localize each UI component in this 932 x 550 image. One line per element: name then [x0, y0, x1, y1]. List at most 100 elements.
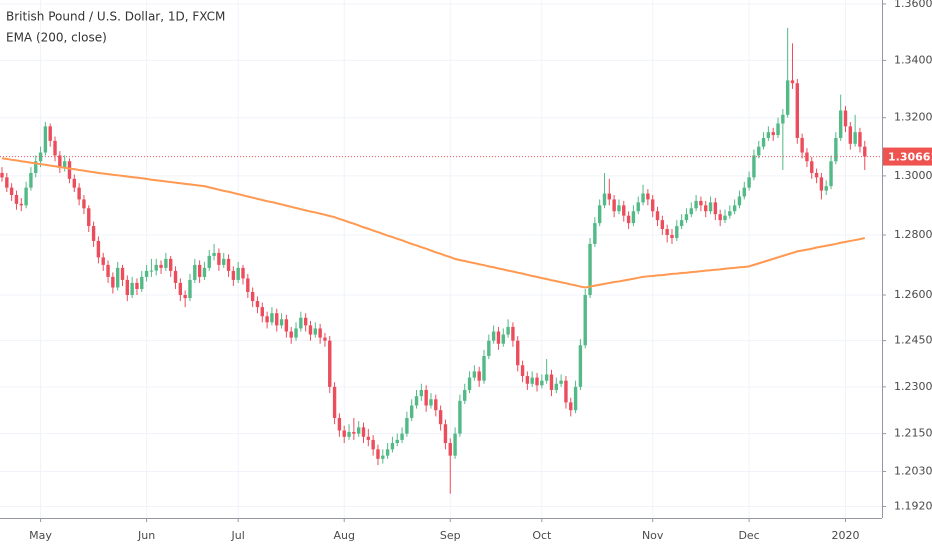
- candle-body: [154, 264, 158, 271]
- candle-body: [135, 282, 139, 289]
- x-tick-label: Dec: [738, 529, 759, 542]
- candle-body: [487, 340, 491, 356]
- candle-body: [569, 402, 573, 411]
- candle-body: [332, 386, 337, 418]
- candle-body: [77, 187, 81, 200]
- candle-body: [573, 386, 578, 411]
- candle-body: [597, 205, 602, 224]
- candle-body: [250, 291, 255, 302]
- candle-body: [356, 427, 361, 434]
- candle-body: [255, 301, 260, 308]
- candle-body: [785, 80, 790, 115]
- candle-body: [554, 383, 558, 390]
- candle-body: [381, 455, 385, 459]
- candle-body: [395, 439, 399, 444]
- candle-body: [737, 196, 742, 206]
- candle-body: [318, 328, 322, 338]
- candle-body: [752, 155, 756, 178]
- candle-body: [337, 417, 342, 431]
- y-tick-label: 1.23000: [894, 380, 932, 393]
- candle-body: [24, 187, 28, 206]
- candle-body: [67, 161, 72, 179]
- candle-body: [246, 278, 250, 292]
- candle-body: [612, 199, 616, 212]
- candle-body: [366, 436, 371, 440]
- candle-body: [713, 202, 718, 215]
- last-price-box: [883, 147, 932, 166]
- candle-body: [636, 202, 640, 212]
- candle-body: [342, 430, 346, 437]
- x-tick-label: 2020: [832, 529, 860, 542]
- candle-body: [308, 325, 313, 335]
- candle-body: [303, 317, 308, 326]
- candle-body: [761, 137, 766, 147]
- candle-body: [202, 267, 207, 277]
- candle-body: [434, 399, 438, 411]
- candle-body: [115, 267, 120, 288]
- candle-body: [732, 205, 737, 212]
- candle-body: [453, 433, 457, 456]
- candle-body: [458, 400, 462, 434]
- candle-body: [43, 126, 48, 153]
- candle-body: [467, 377, 472, 390]
- candle-body: [660, 220, 665, 230]
- y-tick-label: 1.20300: [894, 464, 932, 477]
- plot: [0, 27, 882, 494]
- candle-body: [328, 340, 332, 387]
- candle-body: [491, 331, 496, 341]
- ema-line: [1, 157, 866, 289]
- candle-body: [800, 137, 804, 153]
- candle-body: [48, 126, 52, 141]
- candle-body: [183, 295, 187, 299]
- candle-body: [699, 200, 703, 206]
- candle-body: [829, 161, 833, 187]
- candle-body: [410, 405, 414, 418]
- candle-body: [313, 328, 317, 335]
- candle-body: [140, 276, 144, 289]
- candle-body: [511, 326, 515, 341]
- candle-body: [376, 449, 380, 459]
- candle-body: [87, 208, 91, 227]
- candle-body: [217, 252, 221, 265]
- candle-body: [169, 258, 173, 271]
- candle-body: [689, 208, 693, 215]
- candle-body: [776, 123, 780, 136]
- candle-body: [82, 199, 86, 209]
- candle-body: [564, 380, 568, 403]
- x-tick-label: Sep: [440, 529, 461, 542]
- candle-body: [275, 313, 279, 326]
- candle-body: [101, 257, 105, 265]
- candle-body: [679, 220, 684, 227]
- candle-body: [602, 193, 607, 206]
- candle-body: [212, 252, 216, 256]
- candle-body: [91, 226, 96, 241]
- candle-body: [144, 270, 149, 277]
- y-tick-label: 1.24500: [894, 334, 932, 347]
- candle-body: [747, 177, 751, 188]
- candle-body: [834, 137, 838, 162]
- candle-body: [130, 282, 134, 296]
- candle-body: [525, 376, 530, 384]
- candle-body: [766, 132, 771, 138]
- candle-body: [29, 172, 33, 188]
- candle-body: [72, 178, 76, 188]
- candle-body: [270, 313, 274, 323]
- candle-body: [38, 152, 43, 162]
- candle-body: [53, 140, 57, 156]
- candle-body: [810, 161, 814, 173]
- candle-body: [299, 317, 303, 329]
- candle-body: [607, 193, 612, 200]
- candle-body: [260, 307, 264, 317]
- candle-body: [173, 270, 178, 283]
- candle-body: [323, 337, 327, 341]
- candle-body: [149, 270, 154, 272]
- candle-body: [390, 443, 395, 450]
- candle-body: [708, 202, 713, 212]
- candle-body: [405, 417, 409, 434]
- grid: [0, 0, 882, 518]
- candle-body: [62, 161, 67, 168]
- candle-body: [544, 374, 549, 381]
- x-tick-label: May: [29, 529, 52, 542]
- candle-body: [241, 267, 245, 279]
